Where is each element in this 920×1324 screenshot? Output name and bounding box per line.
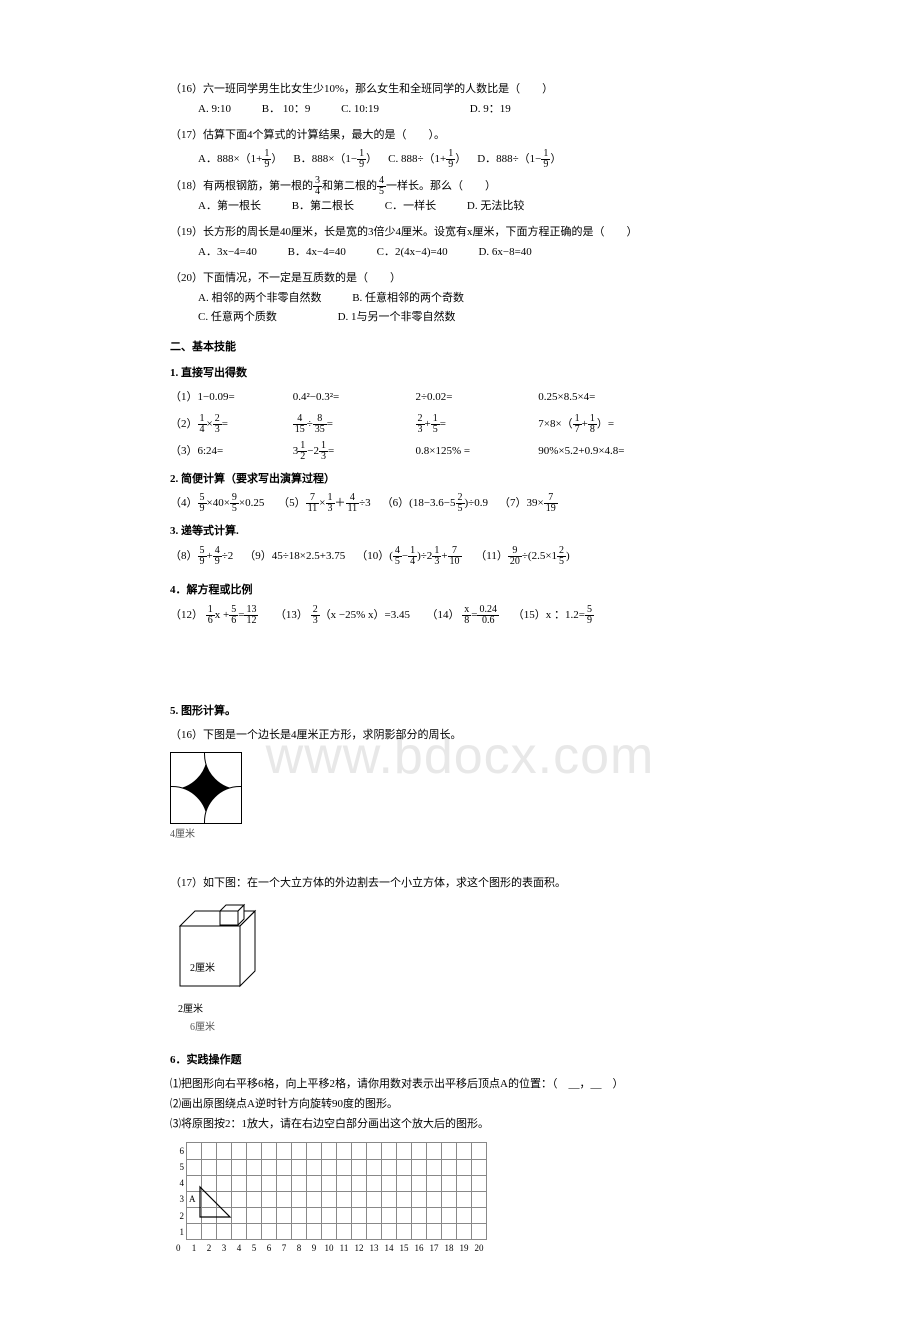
q17-opt-a: A．888×（1+19） — [198, 153, 282, 165]
q17-opt-d: D．888÷（1−19） — [477, 153, 561, 165]
r2-c3: 23+15= — [416, 414, 536, 435]
r3-c4: 90%×5.2+0.9×4.8= — [538, 442, 624, 462]
q16: （16）六一班同学男生比女生少10%，那么女生和全班同学的人数比是（ ） A. … — [170, 80, 750, 120]
p11: （11）920÷(2.5×125) — [475, 550, 569, 562]
q19: （19）长方形的周长是40厘米，长是宽的3倍少4厘米。设宽有x厘米，下面方程正确… — [170, 223, 750, 263]
sub-3-title: 3. 递等式计算. — [170, 522, 750, 542]
coordinate-grid: 6543A2101234567891011121314151617181920 — [170, 1142, 750, 1264]
p14: （14） x8=0.240.6 — [427, 609, 499, 621]
r3-c2: 312−213= — [293, 441, 413, 462]
q19-stem: （19）长方形的周长是40厘米，长是宽的3倍少4厘米。设宽有x厘米，下面方程正确… — [170, 223, 750, 243]
p9: （9）45÷18×2.5+3.75 — [244, 550, 345, 562]
q16-opt-a: A. 9:10 — [198, 100, 231, 120]
q20-opt-a: A. 相邻的两个非零自然数 — [198, 289, 321, 309]
q18-opt-d: D. 无法比较 — [467, 197, 524, 217]
p5: （5）711×13＋411÷3 — [278, 497, 371, 509]
q18-opt-a: A．第一根长 — [198, 197, 261, 217]
sub-5-title: 5. 图形计算。 — [170, 702, 750, 722]
p6: （6）(18−3.6−525)÷0.9 — [382, 497, 488, 509]
p10: （10）(45−14)÷213+710 — [356, 550, 461, 562]
section-2-title: 二、基本技能 — [170, 338, 750, 358]
p15: （15）x ：1.2=59 — [513, 609, 594, 621]
figure-16 — [170, 752, 242, 824]
q20-stem: （20）下面情况，不一定是互质数的是（ ） — [170, 269, 750, 289]
r1-c1: （1）1−0.09= — [170, 388, 290, 408]
q20: （20）下面情况，不一定是互质数的是（ ） A. 相邻的两个非零自然数 B. 任… — [170, 269, 750, 328]
op2: ⑵画出原图绕点A逆时针方向旋转90度的图形。 — [170, 1095, 750, 1115]
q16-opt-d: D. 9：19 — [470, 100, 511, 120]
q16-opt-c: C. 10:19 — [341, 100, 379, 120]
fig17-big-label: 6厘米 — [170, 1019, 750, 1037]
q18-stem-c: 一样长。那么（ ） — [386, 180, 496, 192]
p13: （13） 23（x −25% x）=3.45 — [275, 609, 410, 621]
r2-c2: 415÷835= — [293, 414, 413, 435]
q16b-stem: （16）下图是一个边长是4厘米正方形，求阴影部分的周长。 — [170, 726, 750, 746]
q19-opt-a: A．3x−4=40 — [198, 243, 257, 263]
q18-stem-b: 和第二根的 — [322, 180, 377, 192]
q18-opt-b: B．第二根长 — [292, 197, 354, 217]
p12: （12） 16x +56=1312 — [170, 609, 258, 621]
r1-c4: 0.25×8.5×4= — [538, 388, 595, 408]
figure-17: 2厘米 — [170, 901, 750, 999]
q18-stem-a: （18）有两根钢筋，第一根的 — [170, 180, 313, 192]
r2-c1: （2）14×23= — [170, 414, 290, 435]
svg-text:2厘米: 2厘米 — [190, 961, 215, 974]
q16-opt-b: B． 10：9 — [262, 100, 311, 120]
q20-opt-c: C. 任意两个质数 — [198, 308, 277, 328]
r3-c1: （3）6:24= — [170, 442, 290, 462]
p8: （8）59+49÷2 — [170, 550, 233, 562]
sub-6-title: 6．实践操作题 — [170, 1051, 750, 1071]
r3-c3: 0.8×125% = — [416, 442, 536, 462]
q19-opt-d: D. 6x−8=40 — [478, 243, 531, 263]
q20-opt-d: D. 1与另一个非零自然数 — [338, 308, 456, 328]
op3: ⑶将原图按2：1放大，请在右边空白部分画出这个放大后的图形。 — [170, 1115, 750, 1135]
r1-c3: 2÷0.02= — [416, 388, 536, 408]
q17b-stem: （17）如下图：在一个大立方体的外边割去一个小立方体，求这个图形的表面积。 — [170, 874, 750, 894]
q18: （18）有两根钢筋，第一根的34和第二根的45一样长。那么（ ） A．第一根长 … — [170, 176, 750, 217]
q17-opt-c: C. 888÷（1+19） — [388, 153, 466, 165]
sub-1-title: 1. 直接写出得数 — [170, 364, 750, 384]
q17: （17）估算下面4个算式的计算结果，最大的是（ ）。 A．888×（1+19） … — [170, 126, 750, 171]
q19-opt-b: B．4x−4=40 — [288, 243, 346, 263]
fig16-label: 4厘米 — [170, 826, 750, 844]
sub-4-title: 4．解方程或比例 — [170, 581, 750, 601]
fig17-small-label: 2厘米 — [170, 1001, 750, 1019]
q17-stem: （17）估算下面4个算式的计算结果，最大的是（ ）。 — [170, 126, 750, 146]
q19-opt-c: C．2(4x−4)=40 — [377, 243, 448, 263]
q17-opt-b: B．888×（1−19） — [293, 153, 377, 165]
q20-opt-b: B. 任意相邻的两个奇数 — [352, 289, 464, 309]
p7: （7）39×719 — [499, 497, 558, 509]
r2-c4: 7×8×（17+18）= — [538, 414, 614, 435]
q16-stem: （16）六一班同学男生比女生少10%，那么女生和全班同学的人数比是（ ） — [170, 80, 750, 100]
r1-c2: 0.4²−0.3²= — [293, 388, 413, 408]
op1: ⑴把图形向右平移6格，向上平移2格，请你用数对表示出平移后顶点A的位置：（ __… — [170, 1075, 750, 1095]
sub-2-title: 2. 简便计算（要求写出演算过程） — [170, 470, 750, 490]
q18-opt-c: C．一样长 — [385, 197, 436, 217]
p4: （4）59×40×95×0.25 — [170, 497, 264, 509]
